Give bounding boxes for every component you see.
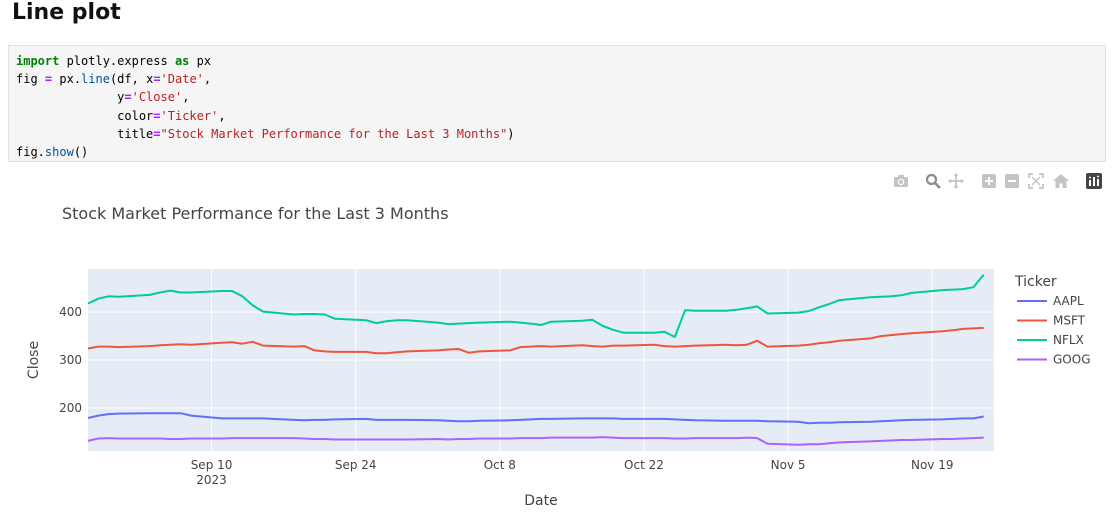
- legend-title: Ticker: [1014, 274, 1057, 290]
- code-token: title: [16, 127, 153, 141]
- plotly-logo-icon[interactable]: [1085, 172, 1103, 190]
- code-token: color: [16, 109, 153, 123]
- code-token: =: [153, 127, 160, 141]
- code-text: import plotly.express as px fig = px.lin…: [16, 52, 1098, 161]
- code-token: "Stock Market Performance for the Last 3…: [161, 127, 508, 141]
- plotly-modebar: [890, 172, 1106, 192]
- code-token: y: [16, 90, 124, 104]
- code-token: ,: [204, 72, 211, 86]
- page-title: Line plot: [12, 0, 121, 25]
- code-token: line: [81, 72, 110, 86]
- code-token: plotly.express: [59, 54, 175, 68]
- code-token: fig: [16, 72, 45, 86]
- autoscale-icon[interactable]: [1027, 172, 1045, 190]
- chart-title: Stock Market Performance for the Last 3 …: [62, 204, 449, 223]
- legend-item-aapl[interactable]: AAPL: [1053, 294, 1084, 308]
- code-token: 'Date': [161, 72, 204, 86]
- code-token: ,: [182, 90, 189, 104]
- code-token: px.: [52, 72, 81, 86]
- home-icon[interactable]: [1052, 172, 1070, 190]
- y-tick-label: 200: [59, 401, 82, 415]
- code-token: as: [175, 54, 189, 68]
- x-tick-label: Sep 24: [335, 458, 377, 472]
- code-line: y='Close',: [16, 90, 189, 104]
- x-tick-label: Nov 19: [911, 458, 954, 472]
- zoom-icon[interactable]: [924, 172, 942, 190]
- code-token: (df, x: [110, 72, 153, 86]
- pan-icon[interactable]: [947, 172, 965, 190]
- y-axis-title: Close: [26, 341, 42, 379]
- code-token: import: [16, 54, 59, 68]
- code-line: title="Stock Market Performance for the …: [16, 127, 515, 141]
- code-line: fig.show(): [16, 145, 88, 159]
- x-tick-label: Sep 10: [191, 458, 233, 472]
- legend-item-goog[interactable]: GOOG: [1053, 353, 1091, 367]
- line-chart: Stock Market Performance for the Last 3 …: [0, 195, 1113, 518]
- code-token: (): [74, 145, 88, 159]
- x-tick-label: Oct 8: [484, 458, 516, 472]
- code-token: show: [45, 145, 74, 159]
- zoom-out-icon[interactable]: [1003, 172, 1021, 190]
- camera-icon[interactable]: [892, 172, 910, 190]
- code-line: color='Ticker',: [16, 109, 226, 123]
- x-tick-sublabel: 2023: [196, 473, 227, 487]
- code-token: =: [153, 109, 160, 123]
- x-tick-label: Oct 22: [624, 458, 664, 472]
- code-token: =: [124, 90, 131, 104]
- y-tick-label: 400: [59, 305, 82, 319]
- legend: Ticker AAPL MSFT NFLX GOOG: [1014, 274, 1091, 367]
- legend-item-msft[interactable]: MSFT: [1053, 314, 1086, 328]
- code-token: ): [507, 127, 514, 141]
- code-token: ,: [218, 109, 225, 123]
- code-line: import plotly.express as px: [16, 54, 211, 68]
- code-token: 'Close': [132, 90, 183, 104]
- code-line: fig = px.line(df, x='Date',: [16, 72, 211, 86]
- code-token: 'Ticker': [161, 109, 219, 123]
- code-token: fig.: [16, 145, 45, 159]
- x-axis-title: Date: [524, 493, 557, 509]
- code-token: =: [153, 72, 160, 86]
- legend-item-nflx[interactable]: NFLX: [1053, 333, 1084, 347]
- code-token: px: [189, 54, 211, 68]
- x-tick-label: Nov 5: [771, 458, 806, 472]
- code-cell[interactable]: import plotly.express as px fig = px.lin…: [8, 45, 1106, 162]
- zoom-in-icon[interactable]: [980, 172, 998, 190]
- y-tick-label: 300: [59, 353, 82, 367]
